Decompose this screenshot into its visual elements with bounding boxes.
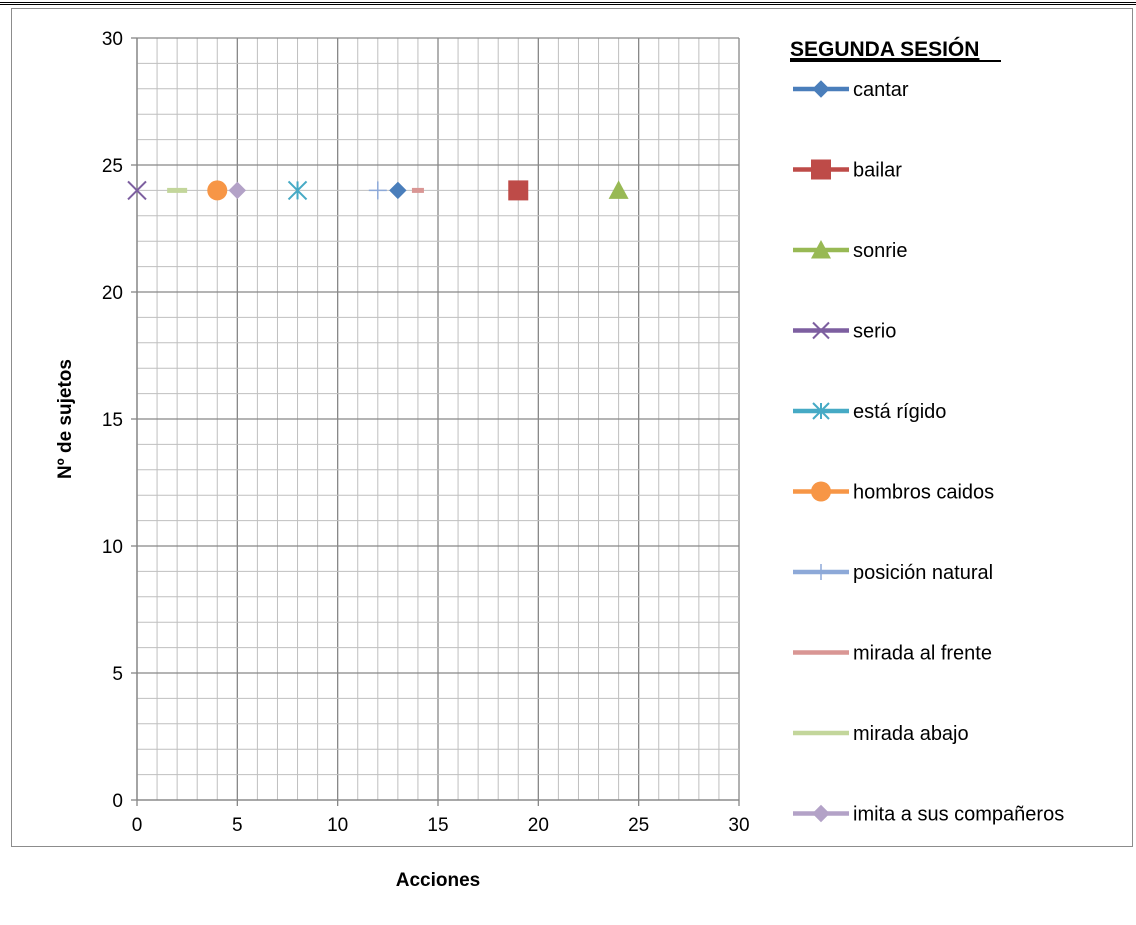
data-point [411, 187, 424, 193]
legend-label: imita a sus compañeros [853, 804, 1064, 826]
square-marker [811, 159, 831, 180]
legend-label: está rígido [853, 401, 946, 423]
x-axis-title: Acciones [396, 870, 480, 891]
x-tick-label: 15 [427, 815, 448, 836]
data-point [508, 180, 529, 201]
data-points [127, 180, 629, 201]
legend-marker [812, 402, 830, 420]
circle-marker [811, 481, 831, 502]
legend-item: hombros caidos [793, 481, 994, 504]
y-tick-label: 15 [102, 410, 123, 431]
x-tick-label: 0 [132, 815, 143, 836]
legend-label: hombros caidos [853, 482, 994, 504]
legend-label: mirada al frente [853, 643, 992, 665]
legend-item: posición natural [793, 562, 993, 584]
top-border-line [0, 2, 1136, 5]
data-point [228, 181, 247, 200]
x-tick-label: 5 [232, 815, 243, 836]
legend-label: cantar [853, 79, 909, 101]
y-tick-label: 30 [102, 29, 123, 50]
x-marker-stroke [812, 321, 830, 340]
legend-label: sonrie [853, 240, 907, 262]
triangle-marker [608, 180, 629, 199]
data-point [608, 180, 629, 199]
diamond-marker [812, 80, 830, 98]
legend-item: está rígido [793, 401, 946, 423]
legend-marker [813, 564, 829, 580]
x-tick-label: 30 [728, 815, 749, 836]
dash-marker [411, 187, 424, 193]
legend-item: imita a sus compañeros [793, 804, 1064, 826]
x-tick-label: 20 [528, 815, 549, 836]
data-point [127, 180, 147, 201]
legend: cantar bailar sonrie serio está rígido hombro… [793, 79, 1064, 826]
legend-label: bailar [853, 160, 902, 182]
data-point [389, 181, 407, 200]
y-tick-label: 5 [112, 664, 123, 685]
legend-title: SEGUNDA SESIÓN [790, 37, 979, 61]
legend-marker [812, 80, 830, 98]
y-tick-label: 20 [102, 283, 123, 304]
legend-item: sonrie [793, 240, 907, 262]
legend-label: serio [853, 321, 896, 343]
circle-marker [207, 180, 228, 201]
x-tick-label: 25 [628, 815, 649, 836]
triangle-marker [811, 240, 831, 259]
legend-marker [812, 804, 830, 823]
data-point [368, 181, 387, 200]
y-axis-title: Nº de sujetos [55, 359, 76, 479]
data-point [207, 180, 228, 201]
dash-marker [167, 187, 188, 193]
x-marker-stroke [127, 180, 147, 201]
y-tick-label: 0 [112, 791, 123, 812]
grid [136, 37, 740, 801]
data-point [167, 187, 188, 193]
legend-label: mirada abajo [853, 723, 969, 745]
legend-item: cantar [793, 79, 909, 101]
legend-item: serio [793, 321, 896, 343]
square-marker [508, 180, 529, 201]
legend-item: mirada abajo [793, 723, 969, 745]
legend-marker [812, 321, 830, 340]
legend-marker [811, 240, 831, 259]
y-tick-label: 25 [102, 156, 123, 177]
legend-item: mirada al frente [793, 643, 992, 665]
chart-area [11, 8, 1133, 847]
tick-labels: 0 5 10 15 20 25 30 0 5 10 15 20 25 30 [102, 29, 750, 836]
data-point [287, 180, 308, 201]
legend-marker [811, 159, 831, 180]
diamond-marker [389, 181, 407, 200]
legend-marker [811, 481, 831, 502]
legend-label: posición natural [853, 562, 993, 584]
diamond-marker [812, 804, 830, 823]
y-tick-label: 10 [102, 537, 123, 558]
diamond-marker [228, 181, 247, 200]
legend-item: bailar [793, 159, 902, 182]
x-tick-label: 10 [327, 815, 348, 836]
